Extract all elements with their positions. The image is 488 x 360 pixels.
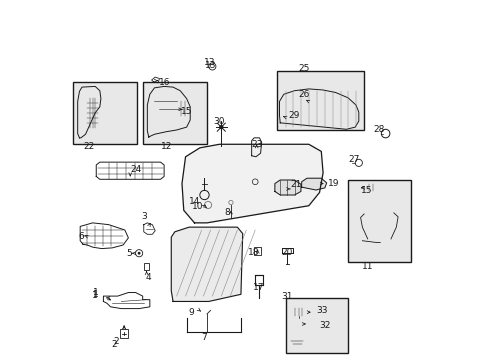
Bar xyxy=(291,308,305,316)
Bar xyxy=(365,184,376,192)
Text: 13: 13 xyxy=(203,58,215,67)
Bar xyxy=(283,114,290,119)
Text: 10: 10 xyxy=(191,202,203,211)
Text: 15: 15 xyxy=(181,107,192,116)
Bar xyxy=(276,71,364,130)
Text: 16: 16 xyxy=(159,78,171,87)
Bar xyxy=(143,263,149,270)
Text: 1: 1 xyxy=(93,290,99,299)
Text: 29: 29 xyxy=(287,111,299,120)
Text: 3: 3 xyxy=(142,212,147,221)
Text: 5: 5 xyxy=(126,249,132,258)
Text: 17: 17 xyxy=(252,283,264,292)
Circle shape xyxy=(365,209,392,237)
Bar xyxy=(87,98,98,128)
Bar xyxy=(285,298,347,353)
Text: 8: 8 xyxy=(224,208,230,217)
Text: 1: 1 xyxy=(93,288,99,297)
Text: 21: 21 xyxy=(290,180,302,189)
Text: 9: 9 xyxy=(188,308,194,317)
Text: 14: 14 xyxy=(188,197,200,206)
Bar xyxy=(297,318,301,328)
Bar xyxy=(142,82,206,144)
Bar xyxy=(347,180,410,262)
Bar xyxy=(73,82,137,144)
Text: 4: 4 xyxy=(145,273,151,282)
Circle shape xyxy=(219,125,223,129)
Text: 25: 25 xyxy=(298,64,309,73)
Bar xyxy=(83,84,87,87)
Bar xyxy=(120,329,128,338)
Text: 7: 7 xyxy=(201,333,207,342)
Text: 11: 11 xyxy=(361,262,373,271)
Text: 2: 2 xyxy=(111,340,117,349)
Bar xyxy=(177,102,188,116)
Text: 31: 31 xyxy=(280,292,292,301)
Text: 28: 28 xyxy=(373,126,385,135)
Polygon shape xyxy=(171,227,242,301)
Circle shape xyxy=(138,252,140,255)
Text: 19: 19 xyxy=(327,179,339,188)
Text: 24: 24 xyxy=(130,165,142,174)
Text: 1: 1 xyxy=(92,291,98,300)
Text: 18: 18 xyxy=(247,248,259,257)
Bar xyxy=(288,334,305,348)
Text: 13: 13 xyxy=(204,61,216,70)
Text: 23: 23 xyxy=(251,140,262,149)
Polygon shape xyxy=(182,144,323,223)
Text: 30: 30 xyxy=(213,117,225,126)
Text: 32: 32 xyxy=(319,320,330,329)
Polygon shape xyxy=(301,178,326,190)
Text: 12: 12 xyxy=(161,142,172,151)
Bar xyxy=(254,247,261,255)
Polygon shape xyxy=(279,89,358,129)
Text: 20: 20 xyxy=(281,248,292,257)
Text: 27: 27 xyxy=(348,155,360,164)
Text: 26: 26 xyxy=(298,90,309,99)
Text: 33: 33 xyxy=(316,306,327,315)
Polygon shape xyxy=(274,180,300,195)
Text: 15: 15 xyxy=(361,186,372,195)
Text: 2: 2 xyxy=(113,337,119,346)
Text: 22: 22 xyxy=(83,142,95,151)
Text: 6: 6 xyxy=(78,232,83,241)
